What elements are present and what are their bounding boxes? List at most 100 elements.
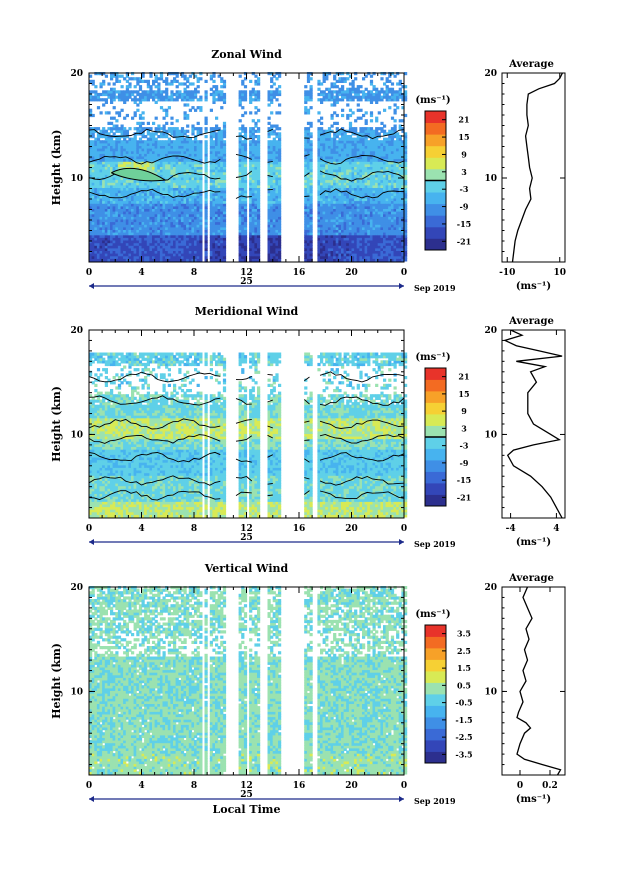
heatmap-cell [159,229,164,233]
heatmap-cell [138,253,143,257]
heatmap-cell [96,182,101,186]
heatmap-cell [117,192,122,196]
heatmap-cell [133,161,137,165]
heatmap-cell [115,155,119,160]
heatmap-cell [136,187,140,191]
heatmap-cell [170,187,174,191]
heatmap-cell [125,250,129,254]
heatmap-cell [138,216,143,220]
heatmap-cell [186,124,190,128]
heatmap-cell [167,148,171,152]
heatmap-cell [96,247,101,251]
heatmap-cell [141,224,145,228]
heatmap-cell [173,200,177,204]
heatmap-cell [154,171,158,175]
heatmap-cell [91,145,95,149]
heatmap-cell [175,179,179,183]
heatmap-cell [89,169,93,173]
heatmap-cell [120,158,124,162]
heatmap-cell [173,148,177,152]
heatmap-cell [154,247,158,251]
heatmap-cell [91,182,95,186]
heatmap-cell [138,213,143,217]
heatmap-cell [107,161,111,165]
heatmap-cell [89,98,93,102]
heatmap-cell [141,132,145,136]
heatmap-cell [120,187,124,191]
heatmap-cell [131,179,135,183]
heatmap-cell [96,161,101,165]
heatmap-cell [138,158,143,162]
heatmap-cell [128,247,132,251]
heatmap-cell [120,150,124,154]
heatmap-cell [91,221,95,225]
heatmap-cell [102,174,106,178]
heatmap-cell [149,203,153,207]
heatmap-cell [133,155,137,160]
heatmap-cell [117,240,122,244]
heatmap-cell [141,182,145,186]
heatmap-cell [154,92,158,97]
heatmap-cell [170,121,174,125]
heatmap-cell [149,221,153,225]
heatmap-cell [317,111,321,115]
heatmap-cell [107,237,111,241]
heatmap-cell [157,179,161,183]
heatmap-cell [131,213,135,217]
heatmap-cell [120,200,124,204]
heatmap-cell [136,184,140,188]
heatmap-cell [131,72,135,76]
heatmap-cell [117,98,122,102]
heatmap-cell [112,127,116,131]
heatmap-cell [133,127,137,131]
heatmap-cell [170,158,174,162]
heatmap-cell [102,90,106,94]
heatmap-cell [120,213,124,217]
heatmap-cell [96,211,101,215]
heatmap-cell [144,205,148,209]
heatmap-cell [115,255,119,259]
heatmap-cell [133,226,137,230]
heatmap-cell [115,179,119,183]
heatmap-cell [131,155,135,160]
heatmap-cell [341,85,345,89]
heatmap-cell [157,250,161,254]
heatmap-cell [131,232,135,236]
heatmap-cell [123,197,127,202]
heatmap-cell [123,250,127,254]
heatmap-cell [149,258,153,262]
heatmap-cell [152,142,156,146]
heatmap-cell [138,132,143,136]
heatmap-cell [123,140,127,144]
heatmap-cell [125,234,129,238]
heatmap-cell [159,98,164,102]
heatmap-cell [123,234,127,238]
heatmap-cell [175,174,179,178]
heatmap-cell [162,190,166,194]
heatmap-cell [152,258,156,262]
heatmap-cell [96,155,101,160]
heatmap-cell [89,226,93,230]
heatmap-cell [91,127,95,131]
heatmap-cell [167,82,171,86]
heatmap-cell [115,226,119,230]
heatmap-cell [149,218,153,223]
heatmap-cell [215,85,219,89]
heatmap-cell [112,124,116,128]
heatmap-cell [110,155,114,160]
heatmap-cell [157,142,161,146]
heatmap-cell [144,195,148,199]
heatmap-cell [149,216,153,220]
heatmap-cell [146,140,150,144]
heatmap-cell [112,148,116,152]
heatmap-cell [167,242,171,246]
heatmap-cell [120,203,124,207]
heatmap-cell [110,237,114,241]
heatmap-cell [165,211,169,215]
heatmap-cell [120,85,124,89]
heatmap-cell [165,98,169,102]
heatmap-cell [170,116,174,120]
heatmap-cell [152,166,156,170]
heatmap-cell [157,224,161,228]
heatmap-cell [141,163,145,167]
